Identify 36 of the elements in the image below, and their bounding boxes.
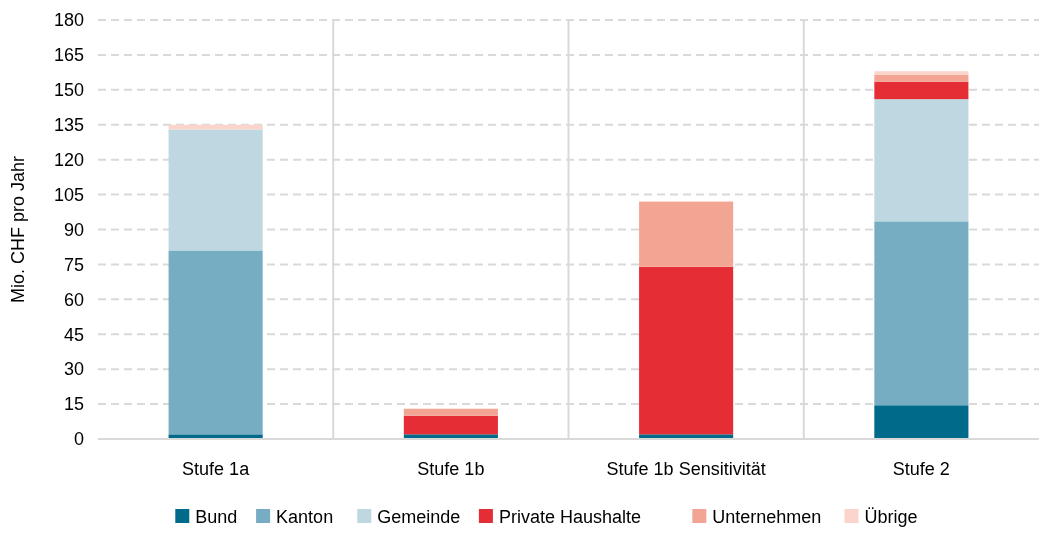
bar <box>168 250 263 435</box>
bar <box>639 266 734 435</box>
y-tick-label: 105 <box>53 184 84 205</box>
x-tick-label: Stufe 2 <box>892 459 950 479</box>
x-tick-label: Stufe 1a <box>182 459 251 479</box>
bar <box>874 81 969 100</box>
bar <box>874 71 969 75</box>
legend-label: Gemeinde <box>377 507 461 527</box>
y-tick-label: 150 <box>53 80 84 101</box>
y-tick-label: 135 <box>53 115 84 136</box>
bar <box>403 415 498 435</box>
legend-label: Bund <box>195 507 238 527</box>
y-tick-label: 75 <box>63 254 84 275</box>
y-tick-label: 180 <box>53 10 84 31</box>
bar <box>874 405 969 439</box>
y-tick-label: 90 <box>63 219 84 240</box>
legend-label: Übrige <box>864 507 918 527</box>
y-tick-label: 120 <box>53 149 84 170</box>
legend-label: Kanton <box>276 507 334 527</box>
y-tick-label: 165 <box>53 45 84 66</box>
y-tick-label: 45 <box>63 324 84 345</box>
y-tick-label: 60 <box>63 289 84 310</box>
bar <box>168 129 263 251</box>
y-tick-label: 30 <box>63 359 84 380</box>
bar <box>403 408 498 416</box>
bar <box>639 201 734 267</box>
x-tick-label: Stufe 1b <box>417 459 485 479</box>
x-tick-label: Stufe 1b Sensitivität <box>606 459 766 479</box>
y-tick-label: 0 <box>73 429 84 450</box>
y-tick-label: 15 <box>63 394 84 415</box>
y-axis-title: Mio. CHF pro Jahr <box>8 155 28 304</box>
bar <box>874 99 969 222</box>
bar <box>874 221 969 406</box>
legend-label: Unternehmen <box>712 507 822 527</box>
bar <box>874 74 969 82</box>
legend-label: Private Haushalte <box>498 507 641 527</box>
